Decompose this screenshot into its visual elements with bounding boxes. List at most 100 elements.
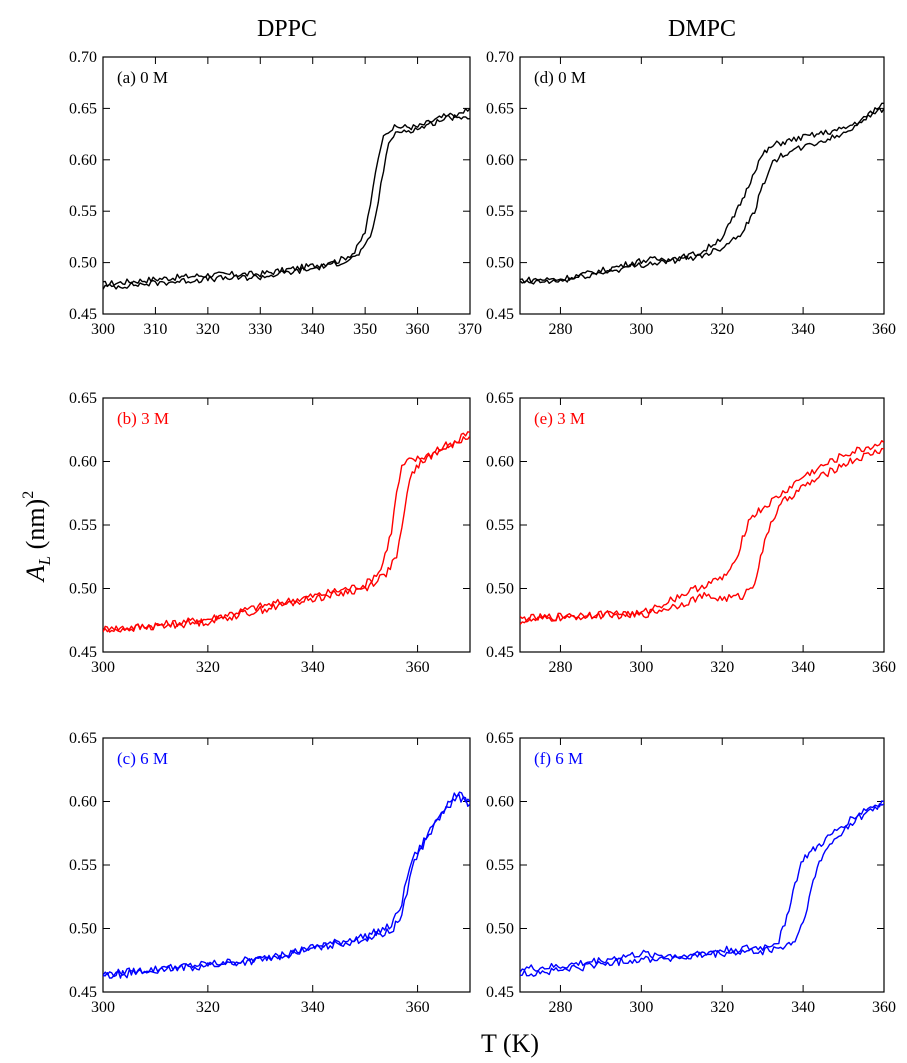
- y-axis-title: AL (nm)2: [20, 491, 54, 583]
- plot-frame: [102, 737, 471, 993]
- series-line-2: [103, 791, 470, 979]
- y-tick-label: 0.70: [69, 49, 97, 66]
- y-axis-title-main: A: [21, 565, 50, 583]
- y-tick-label: 0.50: [486, 581, 514, 598]
- x-tick-label: 300: [91, 659, 115, 676]
- y-tick-label: 0.60: [69, 794, 97, 811]
- x-tick-label: 280: [548, 321, 572, 338]
- y-tick-label: 0.55: [69, 517, 97, 534]
- y-tick-label: 0.65: [486, 100, 514, 117]
- y-tick-label: 0.45: [486, 984, 514, 1001]
- panel-label: (d) 0 M: [534, 68, 586, 87]
- y-tick-label: 0.50: [69, 581, 97, 598]
- y-tick-label: 0.50: [69, 921, 97, 938]
- panel-label: (c) 6 M: [117, 749, 168, 768]
- y-axis-title-rest: (nm): [21, 499, 50, 556]
- y-tick-label: 0.65: [486, 390, 514, 407]
- panel-4: 280 300 320 340 360 0.45 0.50 0.55 0.60 0.65 (e) 3…: [486, 390, 896, 676]
- x-tick-label: 300: [629, 999, 653, 1016]
- y-tick-label: 0.70: [486, 49, 514, 66]
- x-tick-label: 320: [710, 999, 734, 1016]
- panel-0: 300 310 320 330 340 350 360 370 0.45 0.50 0.55 0.60…: [69, 49, 482, 338]
- x-tick-label: 320: [710, 321, 734, 338]
- x-tick-label: 350: [353, 321, 377, 338]
- x-tick-label: 300: [91, 321, 115, 338]
- x-tick-label: 340: [791, 321, 815, 338]
- plot-frame: [519, 737, 885, 993]
- column-title-dppc: DPPC: [257, 16, 317, 42]
- y-tick-label: 0.45: [486, 644, 514, 661]
- y-tick-label: 0.60: [69, 454, 97, 471]
- panel-3: 280 300 320 340 360 0.45 0.50 0.55 0.60 0.65 0.70 (…: [486, 49, 896, 338]
- series-line-2: [520, 447, 884, 625]
- x-tick-label: 300: [91, 999, 115, 1016]
- x-tick-label: 320: [196, 321, 220, 338]
- panel-2: 300 320 340 360 0.45 0.50 0.55 0.60 0.65 (c) 6 M: [69, 730, 471, 1016]
- x-tick-label: 320: [196, 999, 220, 1016]
- y-tick-label: 0.65: [486, 730, 514, 747]
- y-tick-label: 0.55: [69, 857, 97, 874]
- series-line-1: [520, 800, 884, 973]
- column-title-dmpc: DMPC: [668, 16, 736, 42]
- y-tick-label: 0.60: [69, 152, 97, 169]
- x-tick-label: 300: [629, 659, 653, 676]
- x-tick-label: 340: [791, 999, 815, 1016]
- panel-label: (e) 3 M: [534, 409, 585, 428]
- panel-label: (f) 6 M: [534, 749, 583, 768]
- plot-frame: [519, 397, 885, 653]
- y-tick-label: 0.50: [486, 255, 514, 272]
- x-tick-label: 340: [301, 999, 325, 1016]
- series-line-2: [520, 102, 884, 285]
- x-tick-label: 360: [406, 321, 430, 338]
- x-tick-label: 340: [301, 659, 325, 676]
- y-tick-label: 0.45: [69, 644, 97, 661]
- series-line-2: [103, 107, 470, 290]
- series-line-2: [520, 803, 884, 977]
- x-tick-label: 310: [143, 321, 167, 338]
- y-tick-label: 0.60: [486, 794, 514, 811]
- y-tick-label: 0.45: [69, 984, 97, 1001]
- x-tick-label: 370: [458, 321, 482, 338]
- x-tick-label: 360: [872, 659, 896, 676]
- y-tick-label: 0.60: [486, 454, 514, 471]
- y-tick-label: 0.55: [69, 203, 97, 220]
- plot-frame: [519, 56, 885, 315]
- x-axis-title: T (K): [481, 1029, 539, 1058]
- y-tick-label: 0.55: [486, 517, 514, 534]
- y-axis-title-sup: 2: [20, 491, 37, 499]
- series-line-1: [103, 113, 470, 288]
- x-tick-label: 330: [248, 321, 272, 338]
- chart-panels: 300 310 320 330 340 350 360 3700.450.500.550.60…: [69, 49, 896, 1016]
- y-axis-title-sub: L: [35, 556, 54, 566]
- series-line-1: [103, 435, 470, 633]
- x-tick-label: 320: [196, 659, 220, 676]
- x-tick-label: 360: [872, 321, 896, 338]
- y-tick-label: 0.60: [486, 152, 514, 169]
- x-tick-label: 340: [791, 659, 815, 676]
- panel-1: 300 320 340 360 0.45 0.50 0.55 0.60 0.65 (b) 3 M: [69, 390, 471, 676]
- y-tick-label: 0.55: [486, 857, 514, 874]
- y-tick-label: 0.50: [69, 255, 97, 272]
- panel-5: 280 300 320 340 360 0.45 0.50 0.55 0.60 0.65 (f) 6…: [486, 730, 896, 1016]
- y-tick-label: 0.50: [486, 921, 514, 938]
- x-tick-label: 340: [301, 321, 325, 338]
- x-tick-label: 360: [872, 999, 896, 1016]
- y-tick-label: 0.65: [69, 390, 97, 407]
- series-line-2: [103, 431, 470, 633]
- x-tick-label: 360: [406, 659, 430, 676]
- series-line-1: [520, 440, 884, 623]
- y-tick-label: 0.45: [69, 306, 97, 323]
- x-tick-label: 360: [406, 999, 430, 1016]
- series-line-1: [520, 107, 884, 284]
- plot-frame: [102, 397, 471, 653]
- x-tick-label: 280: [548, 999, 572, 1016]
- x-tick-label: 300: [629, 321, 653, 338]
- y-tick-label: 0.65: [69, 730, 97, 747]
- x-tick-label: 280: [548, 659, 572, 676]
- y-tick-label: 0.55: [486, 203, 514, 220]
- y-tick-label: 0.45: [486, 306, 514, 323]
- x-tick-label: 320: [710, 659, 734, 676]
- plot-frame: [102, 56, 471, 315]
- panel-label: (a) 0 M: [117, 68, 168, 87]
